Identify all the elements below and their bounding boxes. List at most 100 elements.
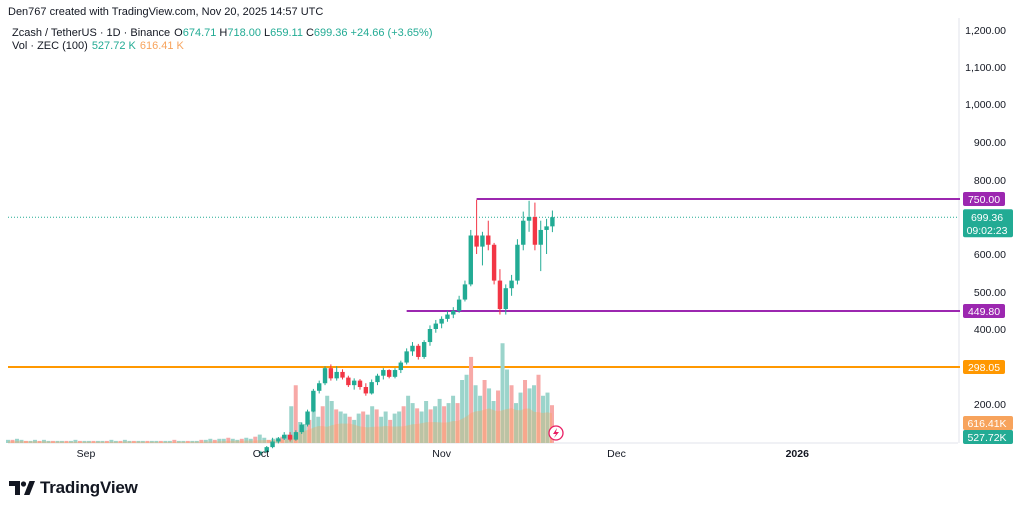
volume-bar: [532, 385, 537, 443]
candle-body: [538, 229, 543, 245]
price-tick-label: 200.00: [974, 399, 1006, 411]
price-tick-label: 800.00: [974, 175, 1006, 187]
candle-body: [381, 370, 386, 376]
volume-bar: [68, 440, 73, 443]
candle-body: [346, 377, 351, 386]
volume-bar: [527, 388, 532, 443]
volume-bar: [19, 439, 24, 443]
candle-body: [299, 424, 304, 433]
volume-bar: [491, 401, 496, 443]
volume-bar: [248, 438, 253, 443]
volume-bar: [302, 424, 307, 443]
candle-body: [363, 387, 369, 394]
volume-bar: [194, 440, 199, 443]
tradingview-logo-text: TradingView: [40, 478, 138, 497]
tradingview-logo[interactable]: TradingView: [9, 478, 138, 498]
volume-ma-tag: [963, 416, 1013, 430]
volume-bar: [172, 439, 177, 443]
volume-bar: [464, 374, 469, 443]
volume-bar: [365, 414, 370, 443]
candle-body: [392, 370, 398, 377]
volume-bar: [334, 409, 339, 443]
volume-bar: [415, 408, 420, 443]
open-value: 674.71: [182, 27, 217, 39]
level-price-text: 298.05: [968, 362, 1000, 374]
volume-bar: [487, 388, 492, 443]
volume-bar: [230, 438, 235, 443]
chart-grid: [8, 18, 960, 444]
candle-body: [503, 288, 508, 310]
candle-body: [322, 368, 328, 384]
volume-bar: [235, 439, 240, 443]
volume-bar: [10, 439, 15, 443]
volume-bar: [316, 416, 321, 443]
candle-body: [258, 452, 264, 453]
volume-bar: [307, 419, 312, 443]
volume-bar: [505, 369, 510, 443]
lightning-icon: [553, 428, 559, 438]
candle-body: [509, 280, 514, 289]
volume-bar: [95, 440, 100, 443]
price-axis[interactable]: 1,200.00 1,100.00 1,000.00 900.00 800.00 600.…: [965, 25, 1006, 411]
volume-bar: [496, 390, 501, 443]
candle-body: [544, 226, 549, 230]
candle-body: [264, 447, 269, 452]
candle-body: [398, 362, 404, 371]
price-tick-label: 500.00: [974, 287, 1006, 299]
symbol-label[interactable]: Zcash / TetherUS · 1D · Binance: [12, 27, 171, 39]
volume-bar: [293, 385, 298, 443]
candle-body: [416, 345, 421, 357]
volume-bar: [289, 406, 294, 443]
volume-bar: [145, 440, 150, 443]
volume-bar: [131, 440, 136, 443]
volume-bar: [482, 380, 487, 443]
volume-bar: [325, 395, 330, 443]
volume-bar: [154, 440, 159, 443]
chart-legend: Zcash / TetherUS · 1D · Binance O 674.71 …: [12, 27, 436, 53]
volume-bar: [419, 411, 424, 443]
volume-bar: [91, 440, 96, 443]
price-tick-label: 1,200.00: [965, 25, 1006, 37]
candle-body: [340, 371, 345, 378]
high-value: 718.00: [227, 27, 261, 39]
close-key: C: [305, 27, 314, 39]
price-tick-label: 1,100.00: [965, 62, 1006, 74]
volume-bar: [361, 411, 366, 443]
volume-bar: [392, 413, 397, 443]
volume-bar: [397, 411, 402, 443]
candle-body: [317, 383, 322, 391]
time-tick-label: Dec: [607, 448, 626, 460]
open-key: O: [174, 27, 183, 39]
candle-body: [282, 434, 287, 439]
volume-label[interactable]: Vol · ZEC (100): [12, 40, 88, 52]
volume-bar: [271, 438, 276, 443]
level-price-text: 449.80: [968, 306, 1000, 318]
volume-bar: [212, 439, 217, 443]
candle-body: [375, 375, 380, 383]
volume-bar: [374, 409, 379, 443]
lightning-marker[interactable]: [548, 425, 564, 441]
price-tick-label: 400.00: [974, 324, 1006, 336]
volume-bar: [46, 440, 51, 443]
attribution-text: Den767 created with TradingView.com, Nov…: [8, 6, 324, 18]
volume-bar: [266, 439, 271, 443]
volume-bar: [113, 440, 118, 443]
time-axis[interactable]: Sep Oct Nov Dec 2026: [77, 448, 809, 460]
volume-bar: [86, 440, 91, 443]
volume-bar: [127, 440, 132, 443]
volume-bar: [437, 398, 442, 443]
time-tick-label: Oct: [253, 448, 269, 460]
volume-bar: [244, 437, 249, 443]
volume-value: 527.72 K: [91, 40, 136, 52]
volume-bar: [257, 434, 262, 443]
time-tick-label: Sep: [77, 448, 96, 460]
candle-body: [357, 380, 363, 388]
volume-bar: [64, 440, 69, 443]
candle-body: [515, 244, 520, 281]
volume-ma-value: 616.41 K: [139, 40, 184, 52]
candle-body: [421, 342, 427, 357]
candle-body: [287, 434, 293, 440]
volume-bar: [460, 380, 465, 443]
volume-bar: [136, 440, 141, 443]
